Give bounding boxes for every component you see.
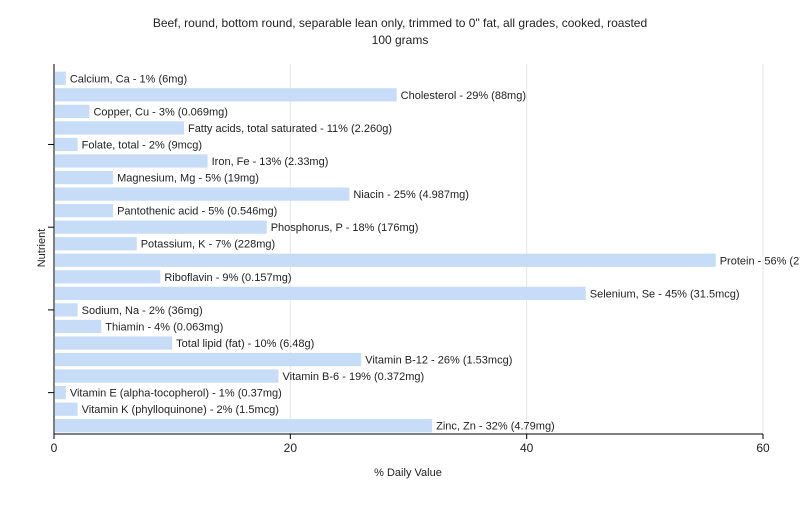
bar-label: Potassium, K - 7% (228mg) bbox=[141, 239, 276, 251]
bar bbox=[55, 402, 78, 416]
bar-label: Vitamin B-6 - 19% (0.372mg) bbox=[283, 371, 425, 383]
bar bbox=[55, 104, 90, 118]
bar-label: Cholesterol - 29% (88mg) bbox=[401, 90, 526, 102]
bar-label: Selenium, Se - 45% (31.5mcg) bbox=[590, 288, 740, 300]
bar-label: Fatty acids, total saturated - 11% (2.26… bbox=[188, 123, 392, 135]
bar-label: Magnesium, Mg - 5% (19mg) bbox=[117, 173, 259, 185]
bar bbox=[55, 369, 279, 383]
bar bbox=[55, 237, 137, 251]
bar bbox=[55, 386, 66, 400]
bar-label: Vitamin B-12 - 26% (1.53mcg) bbox=[365, 355, 512, 367]
x-tick-label: 20 bbox=[284, 441, 298, 455]
bar-label: Riboflavin - 9% (0.157mg) bbox=[164, 272, 291, 284]
bar-label: Folate, total - 2% (9mcg) bbox=[82, 139, 202, 151]
x-axis-title: % Daily Value bbox=[374, 467, 442, 479]
bar-label: Copper, Cu - 3% (0.069mg) bbox=[93, 106, 228, 118]
bar bbox=[55, 154, 208, 168]
bar bbox=[55, 303, 78, 317]
x-tick-label: 0 bbox=[51, 441, 58, 455]
bar bbox=[55, 71, 66, 85]
bar bbox=[55, 286, 586, 300]
bar bbox=[55, 170, 114, 185]
bar-label: Zinc, Zn - 32% (4.79mg) bbox=[436, 421, 555, 433]
bar-label: Niacin - 25% (4.987mg) bbox=[353, 189, 469, 201]
bar bbox=[55, 220, 267, 234]
bar-label: Phosphorus, P - 18% (176mg) bbox=[271, 222, 419, 234]
axes: 0 20 40 60 bbox=[48, 64, 770, 455]
bar bbox=[55, 352, 362, 367]
chart-subtitle: 100 grams bbox=[372, 33, 429, 47]
x-tick-label: 40 bbox=[520, 441, 534, 455]
bar bbox=[55, 319, 102, 334]
y-axis-title: Nutrient bbox=[36, 229, 48, 268]
bar bbox=[55, 204, 114, 218]
bar-label: Iron, Fe - 13% (2.33mg) bbox=[212, 156, 329, 168]
bar bbox=[55, 270, 161, 284]
bar bbox=[55, 419, 433, 433]
grid-lines bbox=[289, 64, 764, 434]
bars bbox=[55, 71, 716, 433]
bar-label: Protein - 56% (27.76g) bbox=[720, 255, 800, 267]
bar-label: Calcium, Ca - 1% (6mg) bbox=[70, 73, 187, 85]
bar bbox=[55, 187, 350, 201]
bar bbox=[55, 137, 78, 152]
chart-title: Beef, round, bottom round, separable lea… bbox=[153, 16, 647, 30]
bar-label: Vitamin K (phylloquinone) - 2% (1.5mcg) bbox=[82, 404, 279, 416]
bar-label: Pantothenic acid - 5% (0.546mg) bbox=[117, 206, 277, 218]
bar bbox=[55, 88, 397, 102]
bar-label: Vitamin E (alpha-tocopherol) - 1% (0.37m… bbox=[70, 388, 282, 400]
bar bbox=[55, 253, 716, 267]
bar bbox=[55, 121, 184, 135]
bar-labels: Calcium, Ca - 1% (6mg) Cholesterol - 29% … bbox=[70, 73, 800, 432]
bar-label: Thiamin - 4% (0.063mg) bbox=[105, 321, 223, 333]
bar bbox=[55, 336, 173, 350]
x-tick-label: 60 bbox=[756, 441, 770, 455]
bar-label: Sodium, Na - 2% (36mg) bbox=[82, 305, 203, 317]
bar-label: Total lipid (fat) - 10% (6.48g) bbox=[176, 338, 314, 350]
